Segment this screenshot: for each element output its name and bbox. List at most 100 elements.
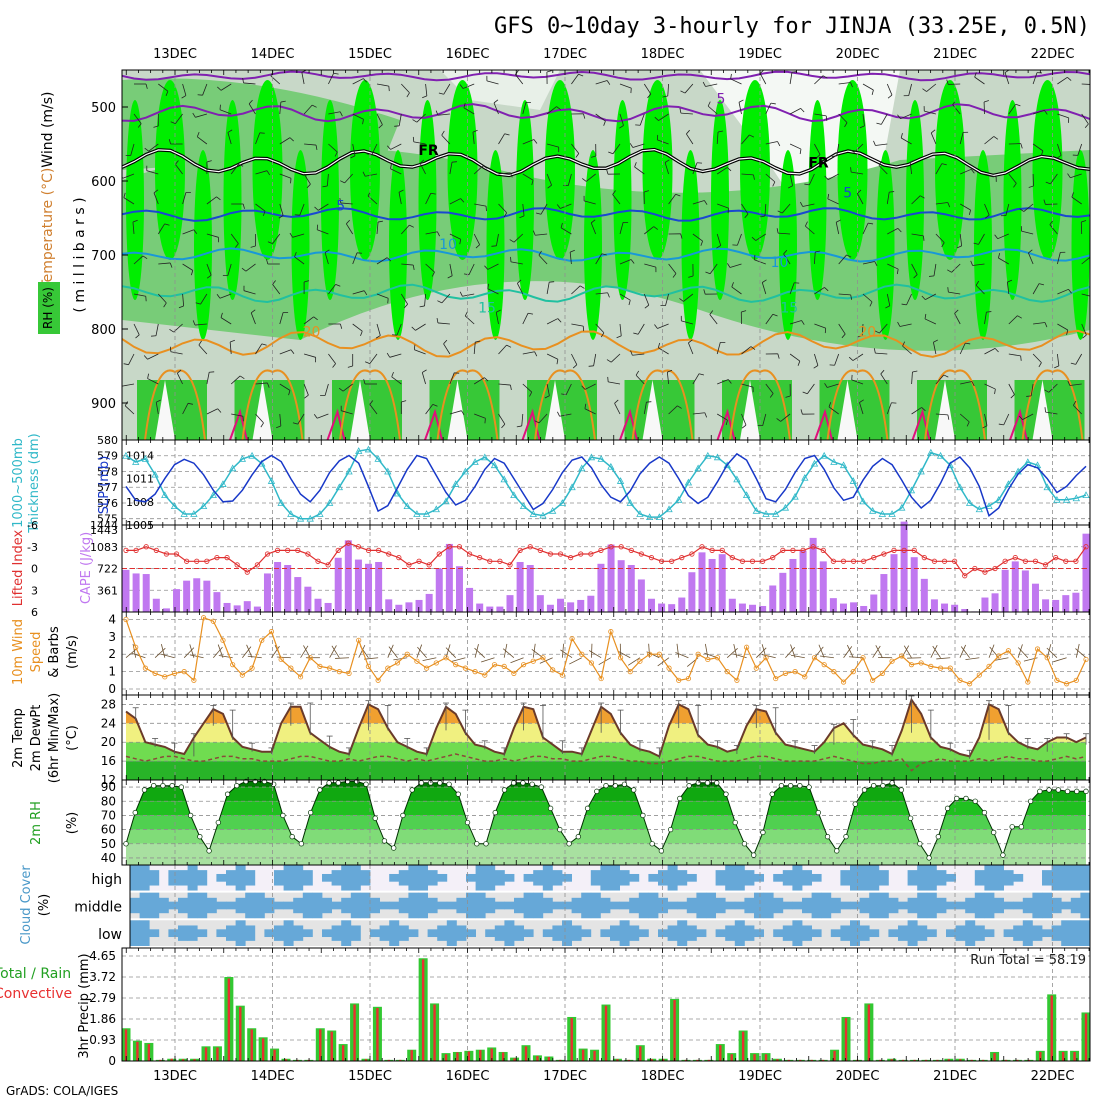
cloud-cell	[437, 925, 448, 941]
thickness-point	[161, 491, 169, 498]
wind-barb	[912, 370, 918, 373]
y-axis-label-part: Temperature (°C)	[40, 168, 56, 290]
wind-barb	[290, 349, 295, 354]
wind-barb	[887, 228, 899, 235]
cloud-cell	[226, 901, 236, 910]
wind-barb	[960, 203, 971, 211]
wind-barb	[741, 424, 747, 429]
cloud-cell	[1051, 897, 1062, 914]
y-tick-label: 4.65	[89, 949, 116, 963]
y-tick-label: 700	[91, 249, 116, 264]
wind-barb	[1019, 208, 1025, 212]
cape-bar	[688, 572, 696, 612]
wind-barb	[741, 383, 754, 388]
wind-barb	[459, 84, 464, 89]
wind-barb	[791, 71, 797, 73]
rh-saturated-column	[876, 150, 895, 340]
wind-barb	[1075, 353, 1083, 365]
cape-bar	[536, 595, 544, 612]
wind-barb	[785, 395, 791, 398]
cape-bar	[567, 602, 575, 612]
wind-barb	[1032, 72, 1038, 85]
thickness-point	[801, 473, 809, 481]
cloud-cell	[840, 901, 851, 910]
wind-barb	[988, 644, 995, 658]
wind-speed-point	[695, 651, 701, 657]
wind-barb	[838, 113, 848, 123]
wind-barb	[294, 256, 305, 265]
wind-barb	[902, 341, 906, 347]
wind-barb	[238, 164, 244, 167]
wind-barb	[132, 222, 135, 235]
thickness-point	[694, 464, 702, 472]
rh-legend-label: RH (%)	[41, 287, 55, 329]
cloud-cell	[869, 892, 880, 919]
wind-barb	[522, 102, 527, 115]
wind-barb	[848, 356, 854, 361]
cloud-cell	[283, 901, 294, 910]
wind-barb	[175, 160, 179, 165]
lifted-index-point	[719, 547, 725, 553]
wind-barb	[1069, 383, 1082, 386]
wind-barb	[901, 645, 910, 658]
wind-barb	[584, 383, 596, 390]
wind-barb	[396, 323, 402, 336]
lifted-index-point	[689, 551, 695, 557]
lifted-index-point	[335, 547, 341, 553]
contour-label: 20	[303, 324, 321, 340]
rh-point	[806, 784, 812, 790]
wind-barb	[657, 657, 670, 667]
wind-barb	[606, 359, 612, 363]
thickness-point	[122, 451, 130, 459]
wind-barb	[516, 425, 522, 428]
wind-barb	[437, 300, 443, 304]
wind-barb	[143, 355, 148, 360]
wind-barb	[600, 332, 605, 338]
wind-barb	[473, 233, 481, 245]
wind-barb	[377, 220, 384, 223]
cloud-cell	[984, 865, 995, 891]
cloud-cell	[322, 873, 332, 882]
cloud-cell	[1080, 865, 1091, 891]
wind-barb	[1030, 383, 1034, 396]
thickness-point	[868, 506, 877, 514]
cloud-cell	[734, 901, 745, 910]
cape-bar	[466, 587, 474, 612]
lifted-index-point	[497, 558, 503, 564]
wind-barb	[1028, 185, 1034, 188]
cloud-cell	[1042, 892, 1052, 919]
legend-convective: Convective	[0, 986, 72, 1002]
wind-barb	[873, 348, 876, 354]
cape-bar	[455, 566, 463, 612]
wind-barb	[595, 80, 608, 85]
precip-convective-bar	[1016, 1059, 1019, 1061]
wind-barb	[339, 111, 343, 117]
wind-barb	[789, 173, 793, 186]
rh-saturated-column	[837, 80, 868, 260]
date-label-bottom: 19DEC	[738, 1069, 782, 1084]
wind-barb	[1057, 288, 1069, 295]
wind-barb	[595, 253, 603, 265]
cloud-cell	[350, 892, 361, 919]
cloud-cell	[139, 920, 150, 946]
wind-barb	[802, 203, 815, 207]
wind-speed-point	[1073, 677, 1079, 683]
thickness-point	[888, 510, 896, 517]
wind-barb	[449, 198, 461, 205]
wind-barb	[994, 657, 1009, 661]
wind-barb	[472, 132, 475, 145]
wind-barb	[765, 314, 774, 325]
cloud-cell	[936, 897, 947, 914]
wind-barb	[158, 293, 167, 304]
wind-barb	[658, 347, 669, 355]
cloud-cell	[754, 892, 764, 919]
precip-convective-bar	[1073, 1051, 1076, 1061]
wind-speed-point	[404, 651, 410, 657]
rh-point	[834, 848, 840, 854]
wind-barb	[948, 291, 961, 295]
cloud-cell	[283, 920, 294, 946]
date-label-bottom: 18DEC	[641, 1069, 685, 1084]
thickness-point	[587, 453, 596, 461]
wind-barb	[504, 133, 510, 136]
